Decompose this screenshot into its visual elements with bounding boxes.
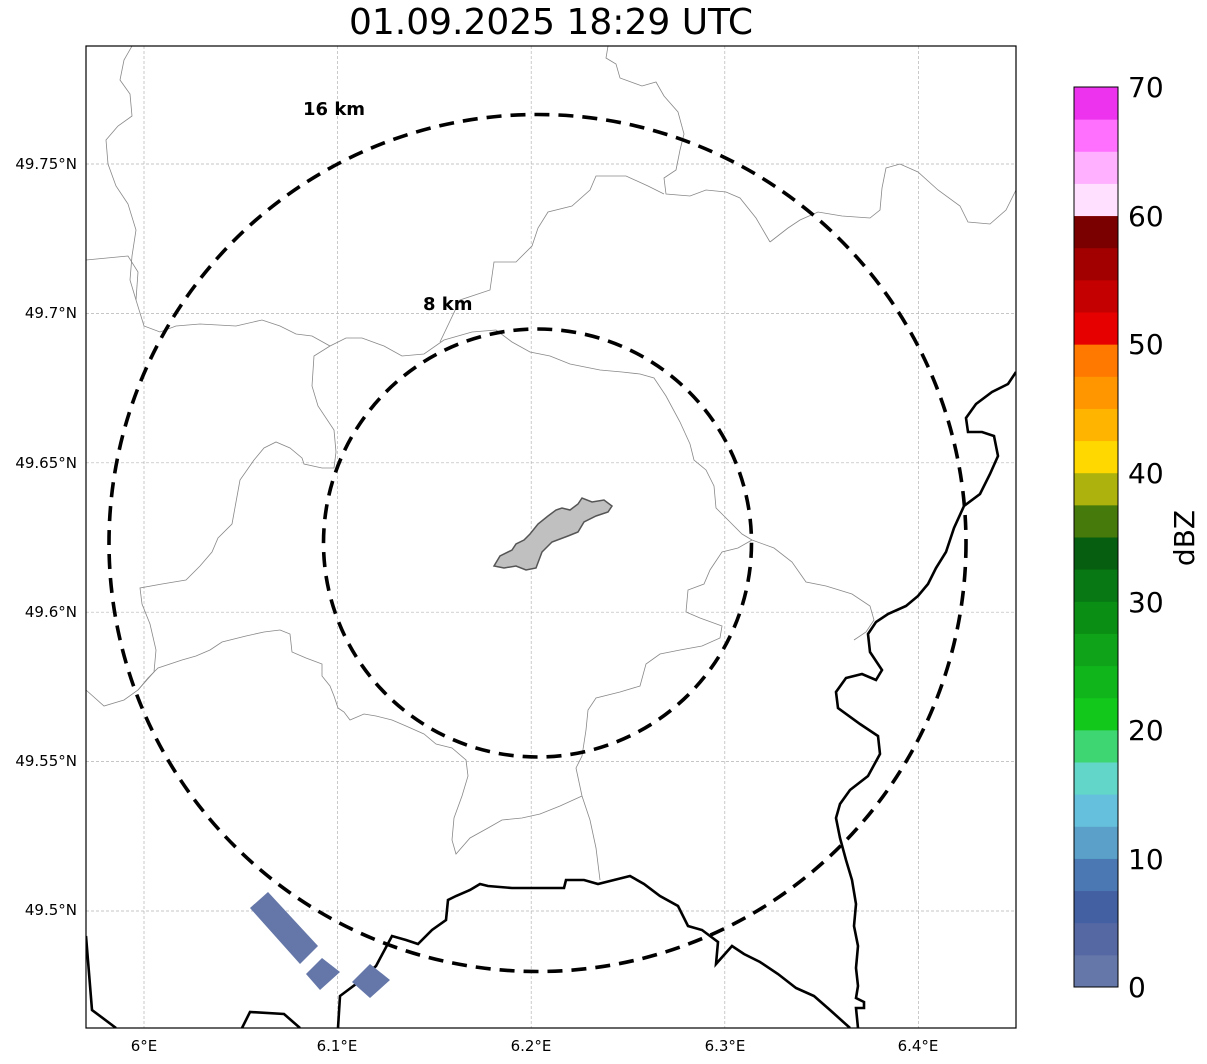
- colorbar-tick-label: 60: [1128, 200, 1164, 233]
- colorbar-bin: [1074, 504, 1118, 538]
- range-rings: [107, 112, 968, 974]
- lon-tick-labels: 6°E 6.1°E 6.2°E 6.3°E 6.4°E: [131, 1037, 939, 1055]
- colorbar-bin: [1074, 890, 1118, 924]
- colorbar-tick-label: 30: [1128, 586, 1164, 619]
- colorbar-bin: [1074, 408, 1118, 442]
- colorbar-bin: [1074, 472, 1118, 506]
- lat-tick-labels: 49.75°N 49.7°N 49.65°N 49.6°N 49.55°N 49…: [15, 155, 77, 919]
- colorbar-bin: [1074, 762, 1118, 795]
- colorbar-bin: [1074, 697, 1118, 731]
- lon-tick-label: 6.1°E: [317, 1037, 358, 1055]
- colorbar-bin: [1074, 151, 1118, 184]
- colorbar-bin: [1074, 87, 1118, 120]
- colorbar-bin: [1074, 858, 1118, 892]
- ring-label-8km: 8 km: [423, 294, 473, 315]
- map-frame: [85, 45, 1017, 1029]
- colorbar-bin: [1074, 215, 1118, 249]
- radar-echo: [250, 892, 318, 964]
- colorbar-bin: [1074, 247, 1118, 281]
- lon-tick-label: 6°E: [131, 1037, 158, 1055]
- colorbar-tick-label: 0: [1128, 971, 1146, 1004]
- lat-tick-label: 49.7°N: [25, 304, 77, 322]
- colorbar-bin: [1074, 376, 1118, 409]
- lon-tick-label: 6.3°E: [705, 1037, 746, 1055]
- colorbar-frame: [1073, 86, 1119, 988]
- colorbar-bin: [1074, 440, 1118, 474]
- ring-label-16km: 16 km: [303, 99, 365, 120]
- map-title: 01.09.2025 18:29 UTC: [348, 2, 754, 43]
- colorbar-bin: [1074, 954, 1118, 988]
- radar-echo: [306, 958, 340, 990]
- lat-tick-label: 49.6°N: [25, 603, 77, 621]
- colorbar-bin: [1074, 312, 1118, 345]
- colorbar-bin: [1074, 119, 1118, 152]
- colorbar: [1074, 87, 1118, 988]
- colorbar-bin: [1074, 601, 1118, 634]
- range-ring-16km: [107, 112, 968, 974]
- colorbar-bin: [1074, 665, 1118, 699]
- colorbar-bin: [1074, 922, 1118, 956]
- colorbar-tick-label: 40: [1128, 457, 1164, 490]
- colorbar-bin: [1074, 344, 1118, 377]
- colorbar-label: dBZ: [1168, 510, 1201, 566]
- colorbar-bin: [1074, 537, 1118, 570]
- colorbar-bin: [1074, 633, 1118, 667]
- radar-echoes: [250, 892, 390, 998]
- colorbar-bin: [1074, 826, 1118, 859]
- lat-tick-label: 49.5°N: [25, 901, 77, 919]
- colorbar-bin: [1074, 794, 1118, 827]
- colorbar-tick-label: 20: [1128, 714, 1164, 747]
- lat-tick-label: 49.75°N: [15, 155, 77, 173]
- lon-tick-label: 6.2°E: [511, 1037, 552, 1055]
- lat-tick-label: 49.55°N: [15, 752, 77, 770]
- range-ring-8km: [321, 327, 754, 759]
- lat-tick-label: 49.65°N: [15, 454, 77, 472]
- colorbar-bin: [1074, 569, 1118, 602]
- colorbar-bin: [1074, 729, 1118, 763]
- colorbar-bin: [1074, 279, 1118, 313]
- country-borders: [86, 371, 1016, 1028]
- lon-tick-label: 6.4°E: [898, 1037, 939, 1055]
- colorbar-ticks: 0 10 20 30 40 50 60 70: [1128, 71, 1164, 1004]
- colorbar-bin: [1074, 183, 1118, 217]
- colorbar-tick-label: 70: [1128, 71, 1164, 104]
- city-area: [492, 497, 614, 571]
- colorbar-tick-label: 50: [1128, 328, 1164, 361]
- radar-echo: [352, 964, 390, 998]
- colorbar-tick-label: 10: [1128, 843, 1164, 876]
